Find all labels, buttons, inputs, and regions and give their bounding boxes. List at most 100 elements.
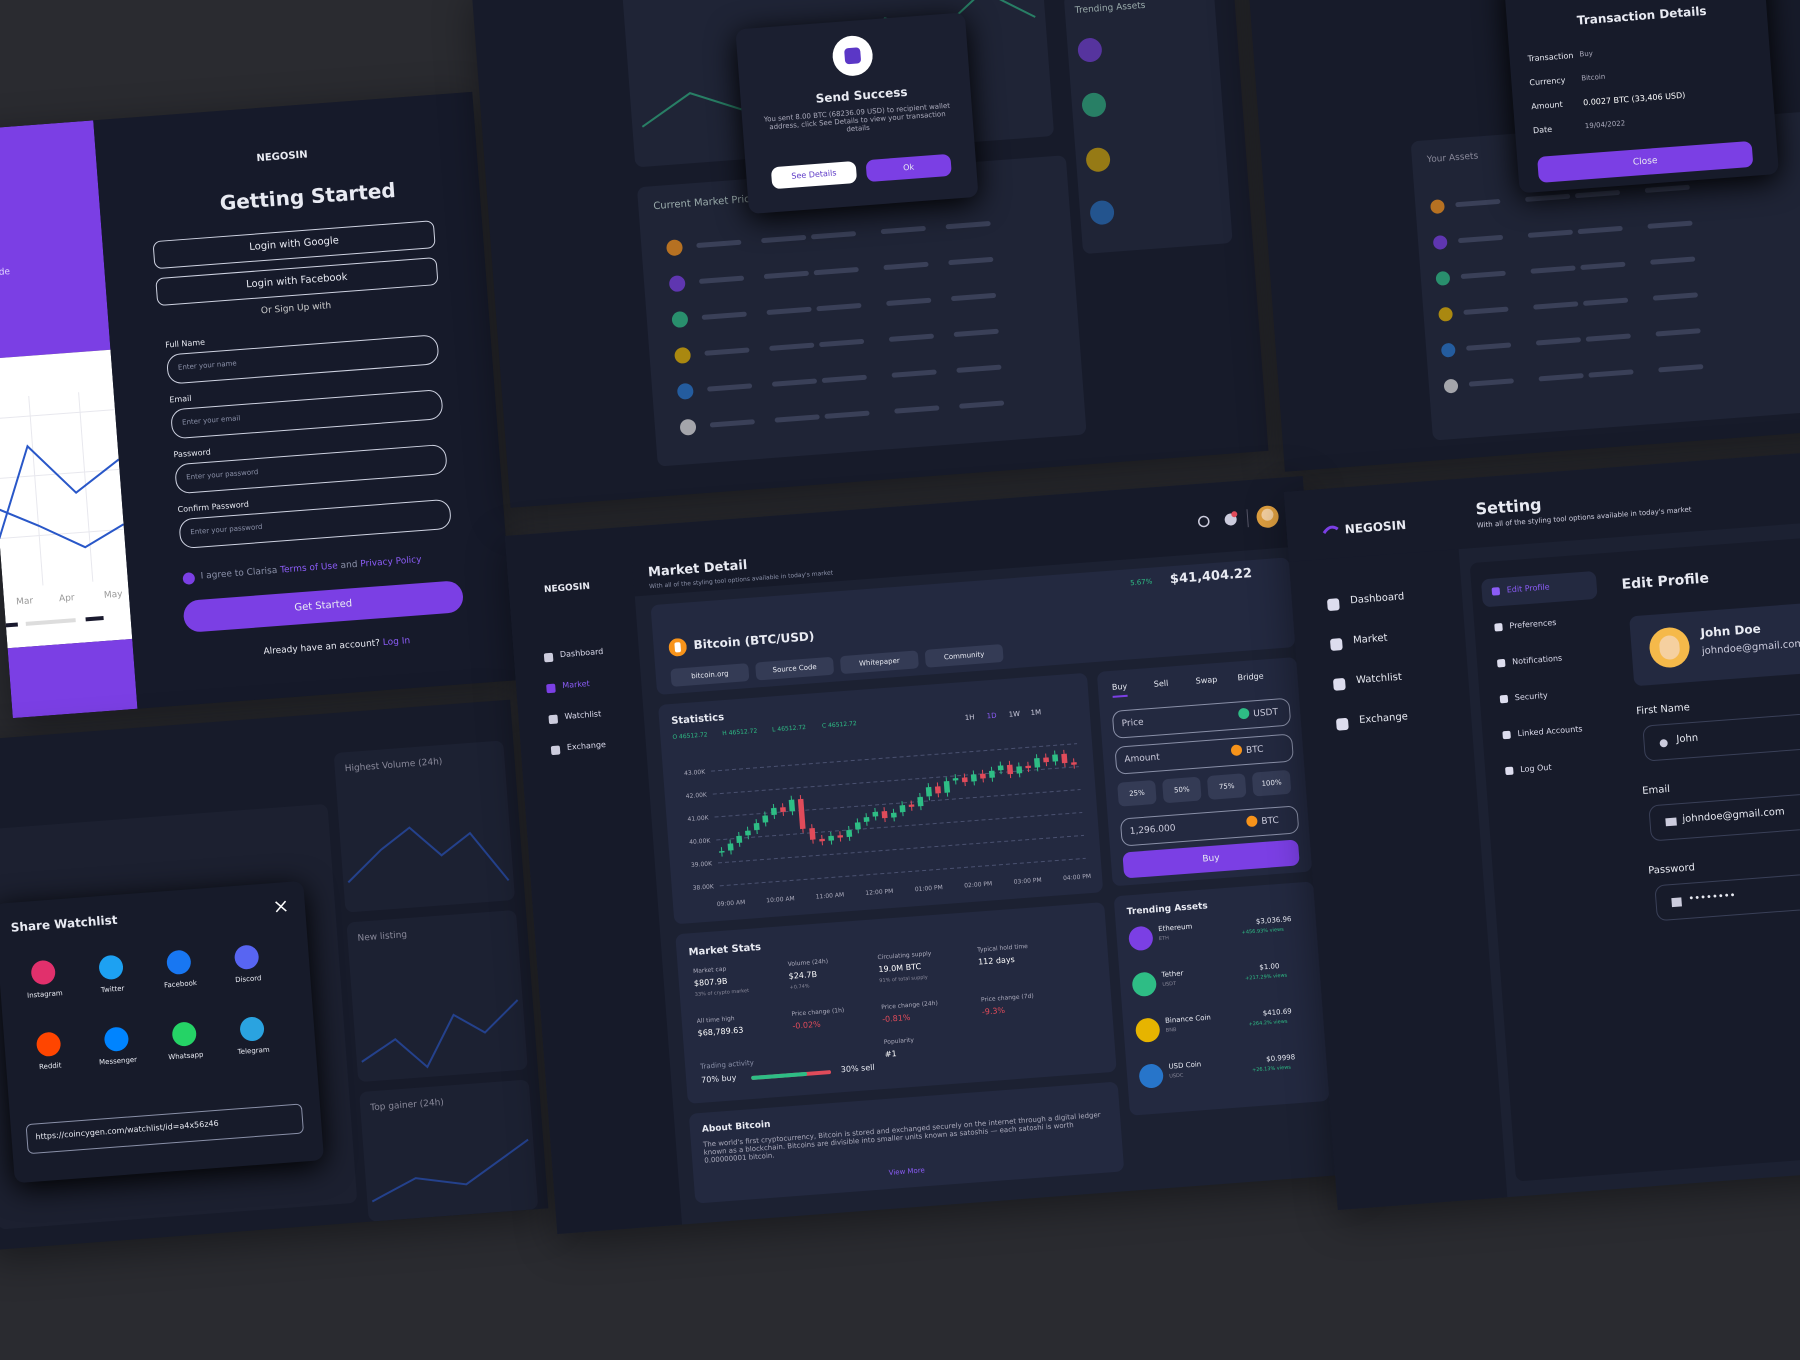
asset-symbol: ETH [1158,935,1170,943]
icon-shape [0,392,125,586]
stats-title: Market Stats [688,941,762,959]
modal-title: Share Watchlist [10,912,118,935]
login-link[interactable]: Log In [382,636,411,649]
candle [881,810,888,819]
pct-button[interactable]: 75% [1206,773,1247,800]
candle [837,835,844,838]
asset-price: $0.9998 [1265,1053,1296,1064]
stat-label: Popularity [883,1036,915,1046]
about-title: About Bitcoin [701,1119,771,1135]
y-tick-label: 39.00K [691,860,714,869]
bitcoin-icon [668,638,687,657]
stat-label: All time high [696,1015,735,1025]
icon-shape [1231,511,1238,518]
stat-value: 112 days [977,954,1016,967]
pct-button[interactable]: 100% [1251,769,1292,797]
activity-label: Trading activity [699,1058,755,1071]
grid-line [711,743,1078,772]
side-banner [0,120,111,360]
app-name: Instagram [26,989,63,1000]
market-panel: Current Market Price Trending Assets Sen… [471,0,1269,508]
see-details-button[interactable]: See Details [770,160,858,190]
candle [770,807,777,816]
stat-value: $807.9B [693,976,728,989]
view-more[interactable]: View More [888,1166,926,1177]
app-icon[interactable] [30,959,57,986]
and: and [340,559,358,572]
candle [828,835,835,841]
buy-button[interactable]: Buy [1122,839,1300,879]
decoration [1659,738,1668,748]
market-stats-card: Market Stats Market cap $807.9B 33% of cry… [675,902,1117,1104]
stat-label: Market cap [692,965,727,976]
icon-shape [0,409,116,420]
change: 5.67% [1129,577,1153,588]
asset-price: $3,036.96 [1255,915,1292,926]
y-tick-label: 42.00K [686,791,709,800]
statistics-card: Statistics O 46512.72 H 46512.72 L 46512.7… [657,672,1104,925]
candle [1006,764,1014,775]
asset-icon [1138,1063,1165,1089]
pct-button[interactable]: 25% [1117,779,1157,807]
tx-label: Currency [1529,75,1566,88]
asset-views: +26.13% views [1251,1064,1292,1074]
pct-button[interactable]: 50% [1161,776,1202,804]
ok-button[interactable]: Ok [865,153,952,183]
stat-value: -0.81% [881,1012,911,1025]
candle [917,796,924,807]
candle [788,799,796,812]
candle [934,786,941,794]
app-icon[interactable] [98,954,124,981]
trade-tab[interactable]: Sell [1153,678,1169,689]
y-tick-label: 38.00K [692,883,715,892]
candle [854,822,861,830]
price-input: Price USDT [1111,697,1292,739]
field-label: Email [169,393,192,405]
candle [745,830,751,836]
candle [961,777,968,783]
icon-shape [85,616,104,622]
decoration [1665,817,1677,827]
menu-icon [1491,587,1501,596]
stat-note: 91% of total supply [879,974,929,985]
app-name: Telegram [237,1045,270,1057]
app-icon[interactable] [239,1016,265,1042]
close-button[interactable]: Close [1537,140,1754,183]
app-icon[interactable] [35,1031,62,1058]
menu-icon [1499,694,1509,704]
candle [890,812,897,818]
trade-card: Buy Sell Swap Bridge Price USDT Amount BTC 25… [1096,656,1313,887]
side-chart [0,392,125,628]
trade-tab[interactable]: Swap [1195,674,1218,686]
url: https://coincygen.com/watchlist/id=a4x56… [35,1118,219,1142]
asset-views: +264.2% views [1248,1018,1288,1028]
app-name: Reddit [38,1061,62,1072]
icon-shape [1246,509,1249,528]
candlestick-chart: 38.00K 39.00K 40.00K 41.00K 42.00K 43.00K 09:0… [684,743,1091,908]
candle [1052,754,1059,762]
x-tick-label: 11:00 AM [815,892,844,901]
close-icon[interactable] [275,900,288,913]
icon-shape [347,826,510,884]
nav-icon [1335,717,1349,731]
app-icon[interactable] [103,1026,130,1053]
candle [943,780,951,793]
app-icon[interactable] [165,949,192,976]
amount-unit: BTC [1245,744,1264,756]
asset-name: USD Coin [1168,1060,1202,1071]
profile-name: John Doe [1700,621,1762,641]
side-banner [7,638,138,719]
x-tick-label: 12:00 PM [865,888,893,897]
candle [908,804,915,808]
menu-icon [1494,622,1503,632]
buy-label: 70% buy [700,1073,737,1085]
icon-shape [0,444,120,539]
app-icon[interactable] [233,944,260,971]
stat-value: -9.3% [981,1005,1006,1017]
total: 1,296.000 [1129,823,1176,837]
app-icon[interactable] [171,1021,198,1047]
trade-tab[interactable]: Bridge [1237,671,1264,683]
trade-tab[interactable]: Buy [1111,681,1128,698]
icon-shape [25,618,76,626]
